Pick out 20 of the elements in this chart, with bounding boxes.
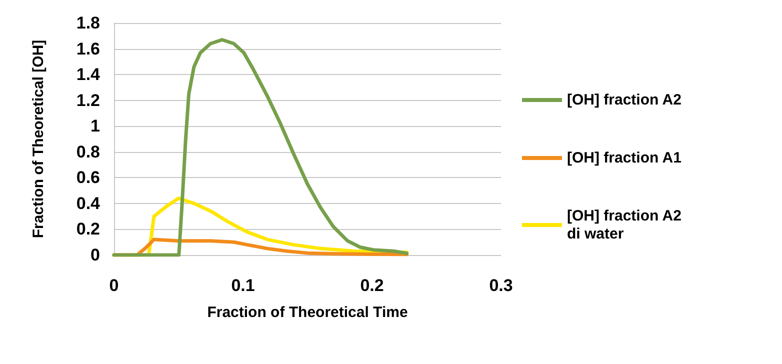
y-tick-label: 1 xyxy=(90,116,100,136)
y-tick-label: 1.4 xyxy=(76,65,101,84)
y-tick-label: 0.6 xyxy=(76,168,100,188)
line-series xyxy=(112,38,409,257)
y-tick-label: 1.8 xyxy=(76,14,100,32)
y-axis-title: Fraction of Theoretical [OH] xyxy=(30,40,47,238)
y-tick-label: 1.6 xyxy=(76,39,100,58)
x-tick-label: 0 xyxy=(109,276,119,295)
y-tick-label: 0.4 xyxy=(76,194,101,213)
y-tick-label: 0.2 xyxy=(76,220,100,239)
y-tick-label: 0 xyxy=(90,246,100,264)
y-tick-label: 1.2 xyxy=(76,90,100,110)
y-tick-label: 0.8 xyxy=(76,142,100,162)
x-tick-label: 0.1 xyxy=(231,276,255,295)
legend-label: [OH] fraction A2 di water xyxy=(567,208,686,242)
x-tick-label: 0.2 xyxy=(360,276,384,295)
legend-label: [OH] fraction A2 xyxy=(567,92,682,108)
x-tick-label: 0.3 xyxy=(489,276,513,295)
x-axis-title: Fraction of Theoretical Time xyxy=(207,304,408,321)
legend-label: [OH] fraction A1 xyxy=(567,150,682,166)
